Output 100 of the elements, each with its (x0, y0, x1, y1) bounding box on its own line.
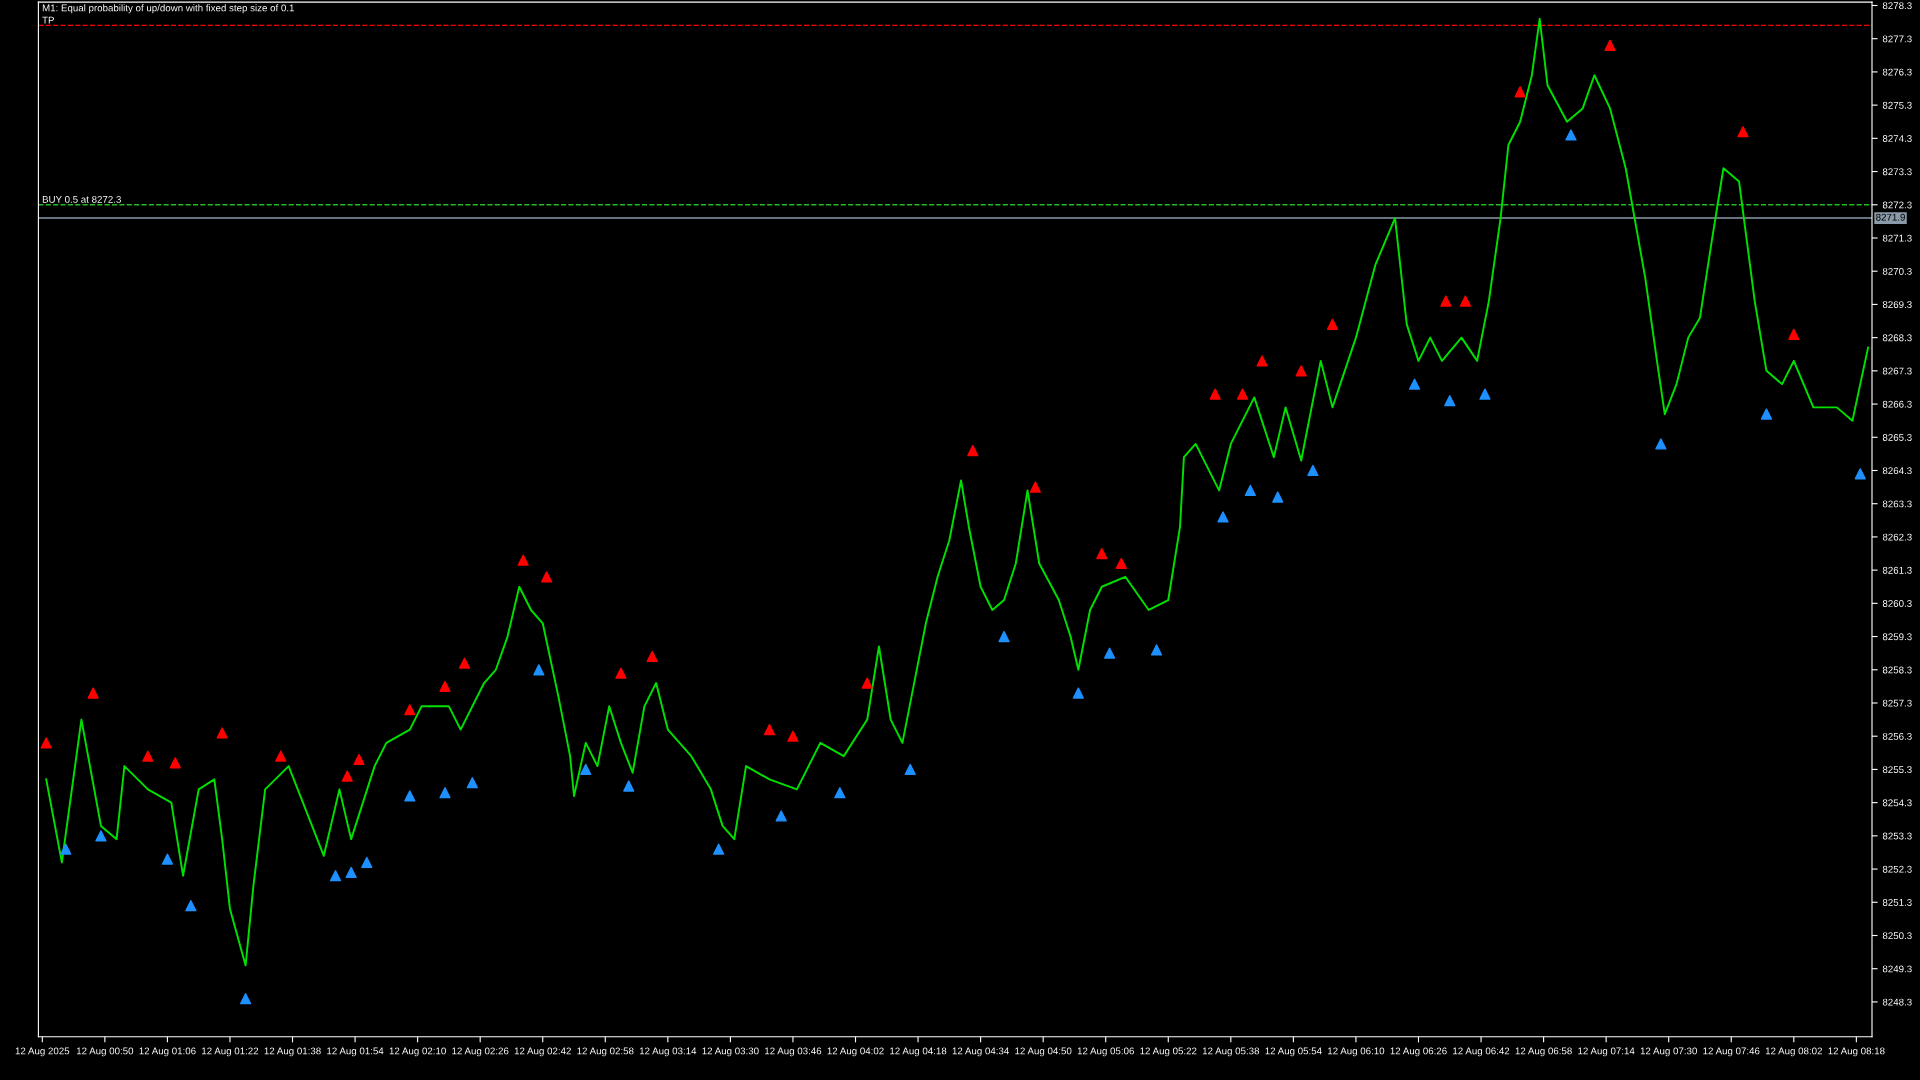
point (763, 723, 776, 736)
x-tick-label: 12 Aug 07:14 (1578, 1047, 1635, 1057)
point (353, 753, 365, 766)
x-tick-label: 12 Aug 04:34 (952, 1047, 1009, 1057)
point (1479, 388, 1491, 400)
y-tick-label: 8265.3 (1882, 434, 1912, 441)
x-tick-label: 12 Aug 06:26 (1390, 1047, 1447, 1057)
x-tick-label: 12 Aug 02:42 (514, 1047, 571, 1057)
x-tick-label: 12 Aug 03:14 (639, 1047, 697, 1057)
y-tick-label: 8252.3 (1882, 865, 1912, 873)
y-tick-label: 8263.3 (1882, 500, 1912, 508)
point (142, 750, 154, 762)
chart-title: M1: Equal probability of up/down with fixed step size of 0.1 (42, 4, 294, 14)
point (517, 554, 529, 566)
y-tick-label: 8266.3 (1882, 400, 1912, 408)
point (185, 899, 197, 912)
x-tick-label: 12 Aug 07:30 (1640, 1047, 1697, 1057)
point (345, 866, 357, 878)
y-tick-label: 8257.3 (1882, 699, 1912, 707)
point (1307, 464, 1319, 477)
x-tick-label: 12 Aug 01:54 (327, 1047, 384, 1057)
point (439, 680, 451, 692)
y-tick-label: 8270.3 (1882, 267, 1912, 275)
point (861, 677, 873, 689)
y-tick-label: 8249.3 (1882, 965, 1912, 973)
point (361, 856, 373, 869)
x-tick-label: 12 Aug 06:10 (1328, 1047, 1385, 1057)
point (466, 777, 478, 789)
point (1104, 647, 1116, 659)
y-tick-label: 8253.3 (1882, 832, 1912, 840)
point (169, 757, 181, 769)
point (1256, 355, 1268, 367)
y-tick-label: 8260.3 (1882, 600, 1912, 607)
point (1854, 468, 1866, 480)
point (1459, 295, 1472, 307)
point (834, 787, 846, 799)
point (580, 763, 592, 776)
x-tick-label: 12 Aug 02:26 (452, 1047, 509, 1057)
point (1096, 547, 1108, 560)
point (1209, 388, 1221, 400)
point (1514, 86, 1526, 98)
point (998, 630, 1010, 643)
x-tick-label: 12 Aug 06:58 (1515, 1047, 1572, 1057)
x-tick-label: 12 Aug 00:50 (76, 1047, 134, 1057)
point (1760, 408, 1773, 420)
point (1150, 644, 1163, 656)
point (1326, 318, 1339, 330)
point (1444, 395, 1456, 407)
y-tick-label: 8254.3 (1882, 799, 1912, 807)
point (404, 790, 416, 802)
point (904, 763, 916, 776)
point (1272, 491, 1284, 503)
x-tick-label: 12 Aug 03:46 (765, 1047, 822, 1057)
x-tick-label: 12 Aug 05:54 (1265, 1047, 1322, 1057)
y-tick-label: 8261.3 (1882, 566, 1912, 574)
x-tick-label: 12 Aug 02:10 (389, 1047, 446, 1057)
point (623, 780, 635, 792)
point (775, 810, 787, 822)
x-tick-label: 12 Aug 04:50 (1015, 1047, 1072, 1057)
point (275, 750, 287, 762)
y-tick-label: 8259.3 (1882, 633, 1912, 641)
point (95, 830, 107, 842)
x-tick-label: 12 Aug 04:18 (890, 1047, 947, 1057)
point (713, 843, 725, 855)
x-tick-label: 12 Aug 03:30 (702, 1047, 759, 1057)
y-tick-label: 8273.3 (1882, 168, 1912, 176)
point (1655, 438, 1667, 450)
y-tick-label: 8256.3 (1882, 732, 1912, 740)
ref-line-label: 8271.9 (1876, 213, 1905, 221)
y-tick-label: 8258.3 (1882, 666, 1912, 674)
point (615, 667, 627, 679)
point (1440, 295, 1452, 307)
point (1244, 484, 1256, 497)
point (329, 870, 342, 882)
x-tick-label: 12 Aug 05:06 (1077, 1047, 1134, 1057)
point (1604, 39, 1616, 51)
x-tick-label: 12 Aug 2025 (15, 1047, 70, 1057)
x-tick-label: 12 Aug 01:22 (202, 1047, 259, 1057)
x-tick-label: 12 Aug 04:02 (827, 1047, 884, 1057)
point (541, 571, 553, 583)
point (404, 704, 416, 716)
point (40, 737, 52, 749)
point (967, 444, 979, 457)
x-tick-label: 12 Aug 08:02 (1765, 1047, 1822, 1057)
y-tick-label: 8262.3 (1882, 533, 1912, 541)
point (60, 843, 72, 855)
point (1217, 511, 1229, 523)
ref-line-label: BUY 0.5 at 8272.3 (42, 195, 121, 203)
point (1408, 378, 1421, 390)
x-tick-label: 12 Aug 05:22 (1140, 1047, 1197, 1057)
point (161, 853, 174, 865)
x-tick-label: 12 Aug 08:18 (1828, 1047, 1885, 1057)
y-tick-label: 8268.3 (1882, 334, 1912, 342)
y-tick-label: 8269.3 (1882, 301, 1912, 309)
point (1236, 388, 1249, 400)
y-tick-label: 8278.3 (1882, 2, 1912, 10)
x-tick-label: 12 Aug 07:46 (1703, 1047, 1760, 1057)
y-tick-label: 8248.3 (1882, 998, 1912, 1006)
y-tick-label: 8276.3 (1882, 68, 1912, 76)
x-tick-label: 12 Aug 01:06 (139, 1047, 196, 1057)
